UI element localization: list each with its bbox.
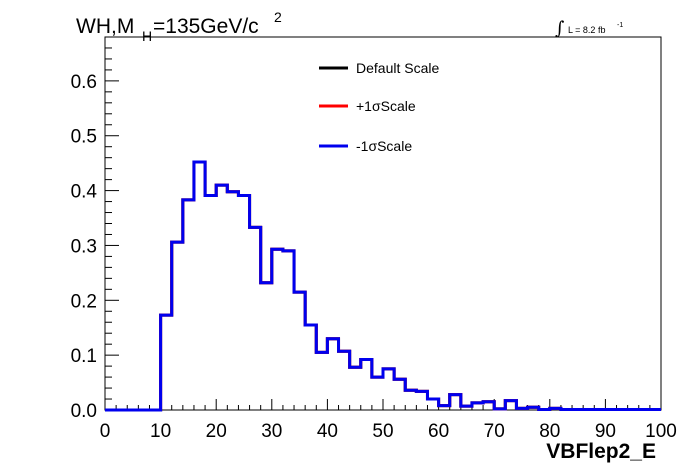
y-tick-label: 0.5 xyxy=(71,127,97,148)
y-tick-label: 0.1 xyxy=(71,346,97,367)
luminosity-superscript: -1 xyxy=(617,22,623,29)
title-subscript: H xyxy=(142,28,152,44)
y-tick-label: 0.3 xyxy=(71,236,97,257)
legend-label: Default Scale xyxy=(356,60,439,76)
x-tick-label: 10 xyxy=(150,421,171,442)
legend-label: -1σScale xyxy=(356,138,412,154)
x-axis-label: VBFlep2_E xyxy=(546,440,656,463)
x-axis: 0 10 20 30 40 50 60 70 80 90 100 xyxy=(100,399,677,442)
x-tick-label: 0 xyxy=(100,421,111,442)
title-main: WH,M xyxy=(76,15,134,38)
series-line-2 xyxy=(105,160,661,412)
x-tick-label: 100 xyxy=(645,421,677,442)
x-tick-label: 90 xyxy=(595,421,616,442)
x-tick-label: 70 xyxy=(484,421,505,442)
y-tick-label: 0.6 xyxy=(71,72,97,93)
integral-symbol: ∫ xyxy=(555,18,565,39)
plot-title: WH,M H =135GeV/c 2 xyxy=(76,9,282,44)
x-tick-label: 20 xyxy=(206,421,227,442)
title-rest: =135GeV/c xyxy=(153,15,259,38)
luminosity-text: L = 8.2 fb xyxy=(568,25,605,35)
legend: Default Scale +1σScale -1σScale xyxy=(319,60,439,154)
series-layer xyxy=(105,160,661,412)
luminosity-label: ∫ L = 8.2 fb -1 xyxy=(555,18,623,39)
y-tick-label: 0.4 xyxy=(71,182,98,203)
legend-label: +1σScale xyxy=(356,98,416,114)
x-tick-label: 60 xyxy=(428,421,449,442)
title-superscript: 2 xyxy=(274,9,282,25)
y-tick-label: 0.0 xyxy=(71,401,97,422)
x-tick-label: 30 xyxy=(261,421,282,442)
y-tick-label: 0.2 xyxy=(71,291,97,312)
x-tick-label: 40 xyxy=(317,421,338,442)
x-tick-label: 80 xyxy=(539,421,560,442)
x-tick-label: 50 xyxy=(372,421,393,442)
